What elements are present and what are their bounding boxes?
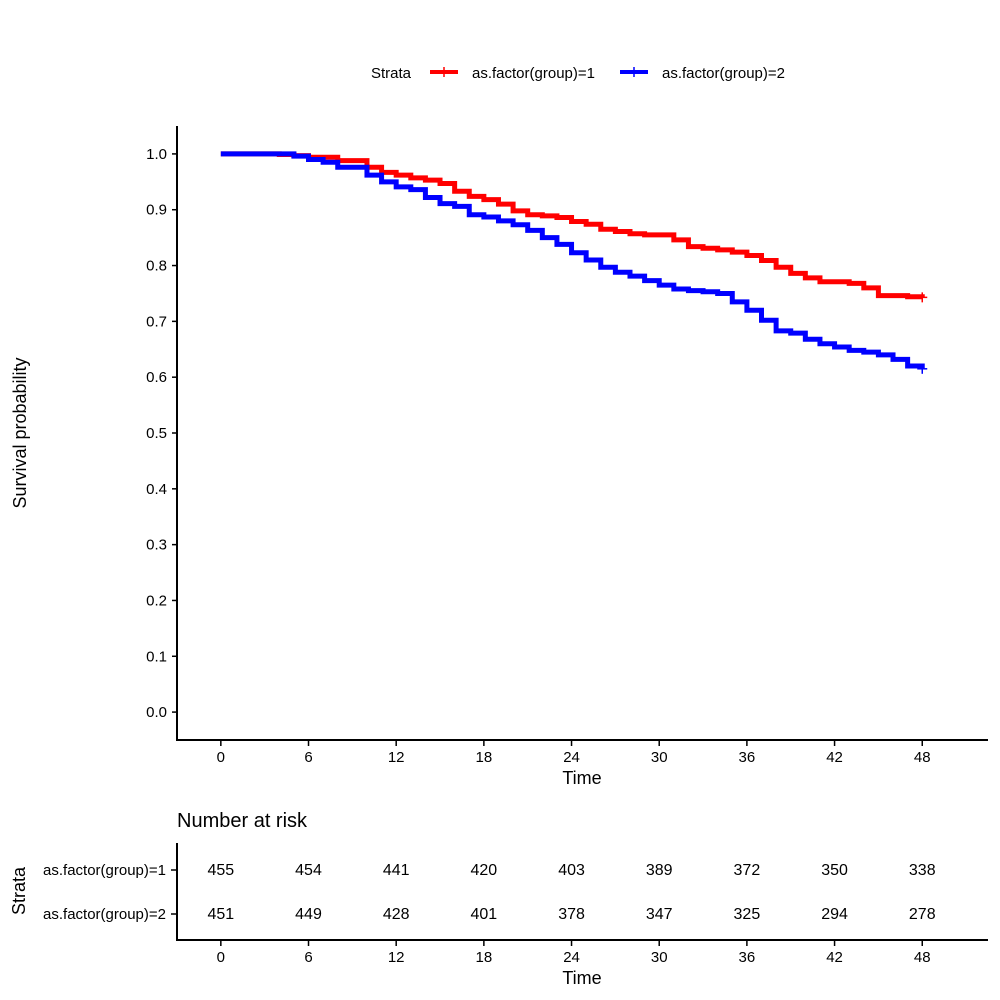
risk-value: 441 — [383, 862, 410, 879]
risk-table: Number at risk as.factor(group)=1 455 454 4… — [9, 810, 988, 988]
legend-title: Strata — [371, 65, 412, 82]
x-tick-label: 36 — [739, 749, 756, 766]
risk-row-label: as.factor(group)=2 — [43, 906, 166, 923]
risk-x-tick-label: 18 — [476, 949, 493, 966]
y-axis-title: Survival probability — [10, 357, 30, 508]
risk-value: 449 — [295, 906, 322, 923]
risk-value: 455 — [207, 862, 234, 879]
risk-x-tick-label: 24 — [563, 949, 580, 966]
risk-x-tick-label: 30 — [651, 949, 668, 966]
risk-value: 278 — [909, 906, 936, 923]
risk-value: 403 — [558, 862, 585, 879]
risk-value: 350 — [821, 862, 848, 879]
risk-x-axis-title: Time — [562, 968, 601, 988]
x-tick-label: 18 — [476, 749, 493, 766]
legend-label-group-1: as.factor(group)=1 — [472, 65, 595, 82]
x-tick-label: 42 — [826, 749, 843, 766]
y-tick-label: 0.4 — [146, 481, 167, 498]
risk-value: 420 — [471, 862, 498, 879]
risk-y-axis-title: Strata — [9, 866, 29, 915]
legend-item-group-2: as.factor(group)=2 — [620, 65, 785, 82]
y-tick-label: 0.5 — [146, 425, 167, 442]
x-tick-label: 48 — [914, 749, 931, 766]
risk-x-tick-label: 0 — [217, 949, 225, 966]
risk-x-tick-label: 12 — [388, 949, 405, 966]
risk-value: 325 — [734, 906, 761, 923]
risk-row-label: as.factor(group)=1 — [43, 862, 166, 879]
x-tick-label: 30 — [651, 749, 668, 766]
risk-x-tick-label: 42 — [826, 949, 843, 966]
x-tick-label: 12 — [388, 749, 405, 766]
y-tick-label: 1.0 — [146, 146, 167, 163]
risk-x-ticks: 0 6 12 18 24 30 36 42 48 — [217, 940, 931, 966]
risk-value: 378 — [558, 906, 585, 923]
survival-curves — [220, 151, 928, 374]
risk-value: 347 — [646, 906, 673, 923]
x-tick-label: 0 — [217, 749, 225, 766]
risk-table-title: Number at risk — [177, 810, 308, 832]
risk-x-tick-label: 48 — [914, 949, 931, 966]
legend-label-group-2: as.factor(group)=2 — [662, 65, 785, 82]
risk-value: 401 — [471, 906, 498, 923]
y-tick-label: 0.1 — [146, 648, 167, 665]
y-ticks: 0.0 0.1 0.2 0.3 0.4 0.5 0.6 0.7 0.8 0.9 1.0 — [146, 146, 177, 721]
y-tick-label: 0.2 — [146, 592, 167, 609]
risk-x-tick-label: 36 — [739, 949, 756, 966]
risk-value: 338 — [909, 862, 936, 879]
risk-value: 372 — [734, 862, 761, 879]
x-axis-title: Time — [562, 768, 601, 788]
survival-curve-group-1 — [220, 151, 925, 300]
y-tick-label: 0.8 — [146, 258, 167, 275]
y-tick-label: 0.3 — [146, 537, 167, 554]
survival-curve-group-2 — [220, 151, 925, 369]
risk-value: 454 — [295, 862, 322, 879]
risk-value: 451 — [207, 906, 234, 923]
y-tick-label: 0.9 — [146, 202, 167, 219]
legend: Strata as.factor(group)=1 as.factor(grou… — [371, 65, 785, 82]
risk-value: 389 — [646, 862, 673, 879]
legend-item-group-1: as.factor(group)=1 — [430, 65, 595, 82]
x-ticks: 0 6 12 18 24 30 36 42 48 — [217, 740, 931, 766]
y-tick-label: 0.7 — [146, 313, 167, 330]
x-tick-label: 24 — [563, 749, 580, 766]
risk-value: 294 — [821, 906, 848, 923]
y-tick-label: 0.6 — [146, 369, 167, 386]
risk-rows: as.factor(group)=1 455 454 441 420 403 389 372 3… — [43, 862, 936, 923]
survival-plot: 0.0 0.1 0.2 0.3 0.4 0.5 0.6 0.7 0.8 0.9 1.0 0 6 12 18… — [10, 126, 988, 788]
risk-x-tick-label: 6 — [304, 949, 312, 966]
risk-value: 428 — [383, 906, 410, 923]
y-tick-label: 0.0 — [146, 704, 167, 721]
x-tick-label: 6 — [304, 749, 312, 766]
